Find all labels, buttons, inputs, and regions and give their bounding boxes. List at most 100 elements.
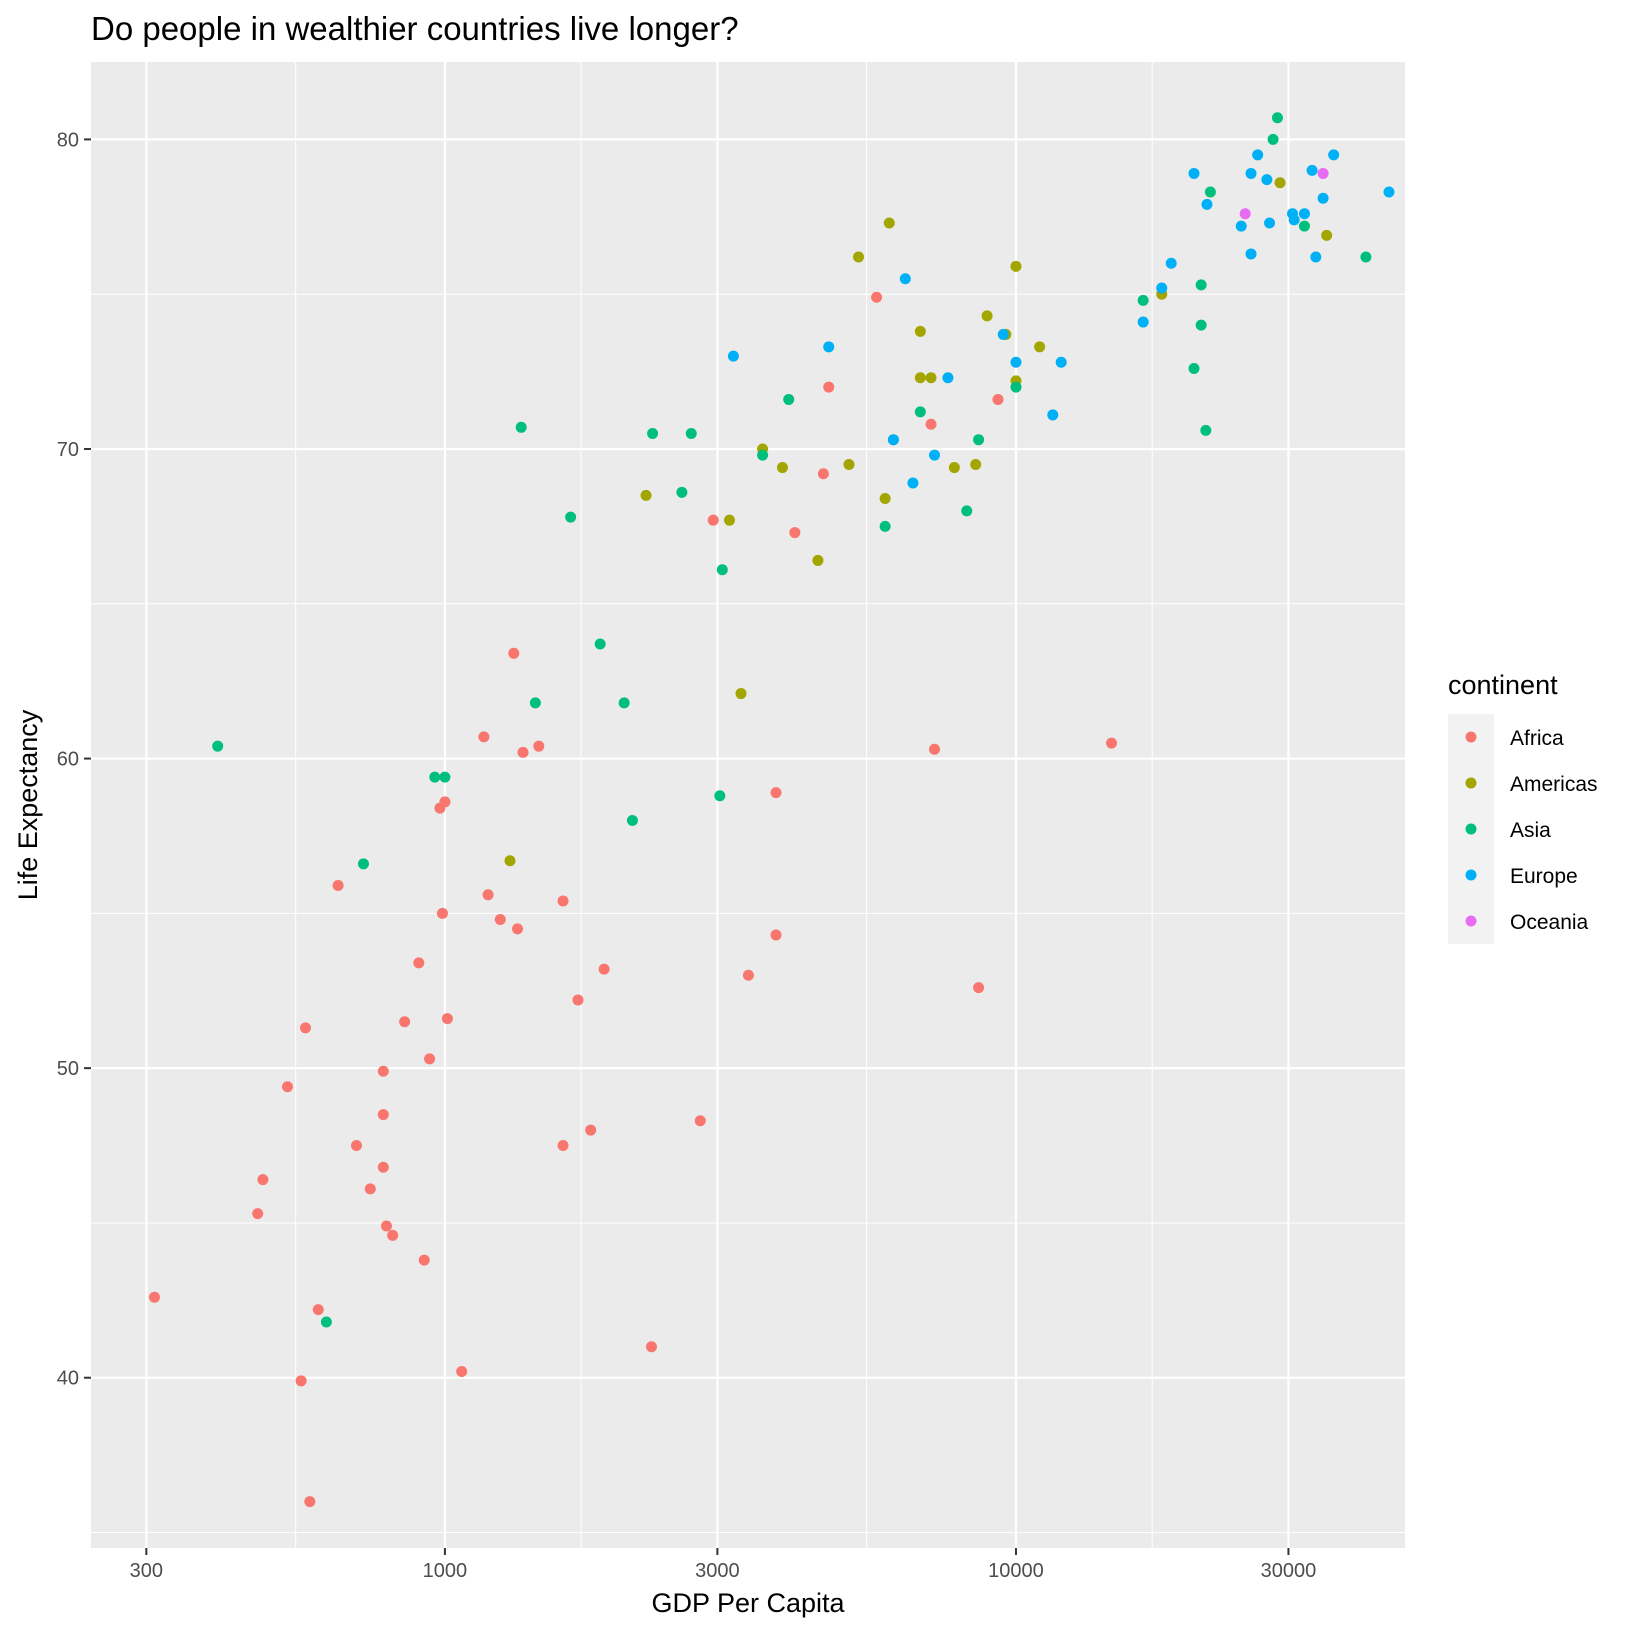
data-point	[364, 1183, 376, 1195]
data-point	[387, 1229, 399, 1241]
legend-key	[1465, 869, 1477, 881]
data-point	[1204, 186, 1216, 198]
data-point	[618, 697, 630, 709]
data-point	[1271, 112, 1283, 124]
data-point	[1195, 279, 1207, 291]
data-point	[295, 1375, 307, 1387]
data-point	[212, 740, 224, 752]
data-point	[883, 217, 895, 229]
data-point	[770, 929, 782, 941]
axis-ticks	[84, 138, 1290, 1555]
series-africa	[148, 291, 1118, 1508]
minor-gridlines	[91, 62, 1405, 1548]
legend-key	[1465, 731, 1477, 743]
x-tick-label: 300	[130, 1560, 163, 1582]
data-point	[1306, 164, 1318, 176]
data-point	[1137, 294, 1149, 306]
major-gridlines	[91, 62, 1405, 1548]
data-point	[439, 771, 451, 783]
data-point	[1317, 167, 1329, 179]
data-point	[494, 914, 506, 926]
data-point	[1034, 341, 1046, 353]
data-point	[925, 418, 937, 430]
data-point	[973, 982, 985, 994]
data-point	[508, 647, 520, 659]
data-point	[1156, 282, 1168, 294]
data-point	[281, 1081, 293, 1093]
data-point	[1360, 251, 1372, 263]
data-point	[478, 731, 490, 743]
data-point	[973, 434, 985, 446]
y-tick-label: 80	[57, 129, 79, 151]
data-point	[1274, 177, 1286, 189]
data-point	[981, 310, 993, 322]
data-point	[257, 1174, 269, 1186]
data-point	[357, 858, 369, 870]
data-point	[1298, 220, 1310, 232]
data-point	[304, 1496, 316, 1508]
y-tick-label: 70	[57, 439, 79, 461]
data-point	[961, 505, 973, 517]
data-point	[439, 796, 451, 808]
data-point	[970, 458, 982, 470]
data-point	[1055, 356, 1067, 368]
data-point	[1106, 737, 1118, 749]
legend-key	[1465, 915, 1477, 927]
data-point	[557, 1140, 569, 1152]
legend-items: Africa Americas Asia Europe Oceania	[1465, 727, 1598, 934]
data-point	[512, 923, 524, 935]
data-point	[377, 1065, 389, 1077]
legend-key	[1465, 823, 1477, 835]
data-point	[482, 889, 494, 901]
data-point	[594, 638, 606, 650]
data-point	[1245, 167, 1257, 179]
data-point	[148, 1291, 160, 1303]
data-point	[300, 1022, 312, 1034]
data-point	[879, 493, 891, 505]
data-point	[647, 428, 659, 439]
legend-label: Americas	[1510, 773, 1598, 796]
legend-label: Europe	[1510, 865, 1578, 888]
data-point	[377, 1109, 389, 1121]
legend-title: continent	[1448, 670, 1558, 700]
data-point	[1288, 214, 1300, 226]
data-point	[942, 372, 954, 384]
data-point	[1310, 251, 1322, 263]
data-point	[948, 462, 960, 474]
data-point	[1047, 409, 1059, 421]
data-point	[925, 372, 937, 384]
data-point	[770, 787, 782, 799]
data-point	[312, 1304, 324, 1316]
data-point	[640, 489, 652, 501]
x-tick-label: 30000	[1261, 1560, 1317, 1582]
data-point	[424, 1053, 436, 1065]
data-point	[1010, 381, 1022, 393]
data-point	[1317, 192, 1329, 204]
data-point	[1252, 149, 1264, 161]
data-point	[320, 1316, 332, 1328]
data-point	[565, 511, 577, 523]
legend-label: Asia	[1510, 819, 1551, 842]
data-point	[1010, 260, 1022, 272]
data-point	[436, 907, 448, 919]
data-point	[1264, 217, 1276, 229]
x-tick-label: 1000	[423, 1560, 468, 1582]
data-point	[515, 421, 527, 433]
y-tick-label: 40	[57, 1368, 79, 1390]
series-europe	[727, 149, 1395, 489]
legend: continent Africa Americas Asia Europe Oceani…	[1448, 670, 1598, 944]
x-tick-label: 10000	[988, 1560, 1044, 1582]
y-axis-title: Life Expectancy	[13, 709, 43, 900]
data-point	[714, 790, 726, 802]
series-asia	[212, 112, 1372, 1328]
data-point	[812, 554, 824, 566]
data-point	[879, 520, 891, 532]
data-point	[694, 1115, 706, 1127]
data-point	[1195, 319, 1207, 331]
data-point	[429, 771, 441, 783]
data-point	[252, 1208, 264, 1220]
data-point	[929, 743, 941, 755]
data-point	[1267, 133, 1279, 145]
legend-label: Africa	[1510, 727, 1564, 750]
data-point	[1200, 424, 1212, 436]
